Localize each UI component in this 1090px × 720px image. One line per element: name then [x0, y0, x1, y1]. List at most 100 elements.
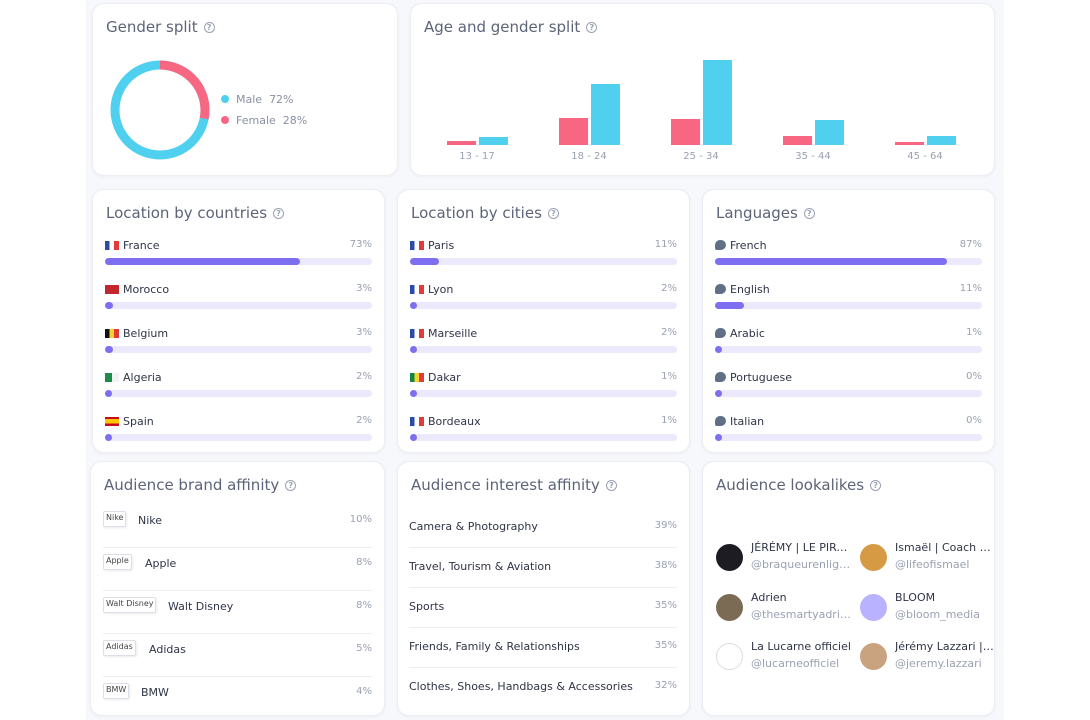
female-bar[interactable]	[447, 141, 476, 145]
progress-track	[105, 390, 372, 397]
account-name[interactable]: JÉRÉMY | LE PIRATE	[751, 541, 851, 554]
lookalike-account[interactable]: La Lucarne officiel @lucarneofficiel	[716, 636, 852, 676]
languages-percent: 11%	[959, 283, 982, 294]
help-icon[interactable]: ?	[586, 22, 598, 33]
progress-track	[105, 302, 372, 309]
interest-row[interactable]: Travel, Tourism & Aviation 38%	[409, 548, 677, 588]
male-bar[interactable]	[591, 83, 620, 145]
card-title: Audience lookalikes?	[716, 476, 882, 494]
speech-icon	[715, 416, 726, 426]
countries-row[interactable]: Spain 2%	[105, 415, 372, 445]
interest-name: Sports	[409, 600, 445, 613]
progress-track	[410, 434, 677, 441]
languages-row[interactable]: Italian 0%	[715, 415, 982, 445]
fr-flag-icon	[105, 241, 119, 250]
avatar[interactable]	[716, 643, 743, 670]
brand-row[interactable]: Adidas Adidas 5%	[103, 634, 372, 677]
female-bar[interactable]	[671, 118, 700, 145]
cities-row[interactable]: Lyon 2%	[410, 283, 677, 313]
interest-row[interactable]: Sports 35%	[409, 588, 677, 628]
speech-icon	[715, 240, 726, 250]
lookalike-account[interactable]: Ismaël | Coach Sportif @lifeofismael	[860, 537, 996, 577]
male-bar[interactable]	[815, 120, 844, 145]
progress-track	[410, 390, 677, 397]
countries-row[interactable]: Morocco 3%	[105, 283, 372, 313]
account-name[interactable]: Adrien	[751, 591, 787, 604]
interest-row[interactable]: Friends, Family & Relationships 35%	[409, 628, 677, 668]
cities-item: Marseille	[410, 327, 477, 340]
lookalike-account[interactable]: Jérémy Lazzari | Coach @jeremy.lazzari	[860, 636, 996, 676]
interest-percent: 38%	[654, 560, 677, 571]
female-bar[interactable]	[895, 142, 924, 145]
help-icon[interactable]: ?	[605, 480, 617, 491]
brand-row[interactable]: BMW BMW 4%	[103, 677, 372, 720]
avatar[interactable]	[716, 544, 743, 571]
cities-row[interactable]: Marseille 2%	[410, 327, 677, 357]
languages-row[interactable]: Arabic 1%	[715, 327, 982, 357]
account-handle[interactable]: @bloom_media	[895, 608, 980, 621]
lookalike-account[interactable]: Adrien @thesmartyadrien	[716, 587, 852, 627]
interest-name: Friends, Family & Relationships	[409, 640, 580, 653]
languages-row[interactable]: English 11%	[715, 283, 982, 313]
cities-row[interactable]: Dakar 1%	[410, 371, 677, 401]
cities-item: Bordeaux	[410, 415, 481, 428]
male-bar[interactable]	[703, 60, 732, 145]
help-icon[interactable]: ?	[285, 480, 297, 491]
countries-row[interactable]: Belgium 3%	[105, 327, 372, 357]
progress-fill	[715, 302, 745, 309]
countries-row[interactable]: France 73%	[105, 239, 372, 269]
languages-name: French	[730, 239, 767, 252]
brand-percent: 10%	[349, 514, 372, 525]
countries-row[interactable]: Algeria 2%	[105, 371, 372, 401]
account-handle[interactable]: @lifeofismael	[895, 558, 970, 571]
progress-fill	[105, 346, 113, 353]
cities-row[interactable]: Bordeaux 1%	[410, 415, 677, 445]
countries-name: Spain	[123, 415, 154, 428]
help-icon[interactable]: ?	[547, 208, 559, 219]
languages-percent: 87%	[959, 239, 982, 250]
brand-row[interactable]: Walt Disney Walt Disney 8%	[103, 591, 372, 634]
account-name[interactable]: Ismaël | Coach Sportif	[895, 541, 995, 554]
legend-male: Male 72%	[221, 93, 294, 106]
avatar[interactable]	[860, 544, 887, 571]
lookalike-account[interactable]: BLOOM @bloom_media	[860, 587, 996, 627]
cities-card: Location by cities? Paris 11% Lyon 2% Marsei…	[397, 189, 690, 453]
nike-logo-icon: Nike	[103, 511, 127, 527]
interest-percent: 35%	[654, 640, 677, 651]
female-bar[interactable]	[783, 135, 812, 145]
progress-fill	[105, 390, 112, 397]
fr-flag-icon	[410, 241, 424, 250]
avatar[interactable]	[860, 594, 887, 621]
progress-fill	[105, 302, 113, 309]
account-name[interactable]: Jérémy Lazzari | Coach	[895, 640, 995, 653]
account-handle[interactable]: @braqueurenligne	[751, 558, 851, 571]
account-handle[interactable]: @thesmartyadrien	[751, 608, 851, 621]
avatar[interactable]	[716, 594, 743, 621]
help-icon[interactable]: ?	[203, 22, 215, 33]
progress-track	[715, 346, 982, 353]
countries-percent: 3%	[356, 327, 372, 338]
account-handle[interactable]: @jeremy.lazzari	[895, 657, 982, 670]
brand-row[interactable]: Nike Nike 10%	[103, 505, 372, 548]
account-handle[interactable]: @lucarneofficiel	[751, 657, 840, 670]
languages-row[interactable]: French 87%	[715, 239, 982, 269]
male-bar[interactable]	[927, 135, 956, 145]
cities-row[interactable]: Paris 11%	[410, 239, 677, 269]
card-title: Gender split?	[106, 18, 215, 36]
interest-row[interactable]: Clothes, Shoes, Handbags & Accessories 32…	[409, 668, 677, 708]
female-donut-segment	[110, 60, 210, 160]
es-flag-icon	[105, 417, 119, 426]
languages-row[interactable]: Portuguese 0%	[715, 371, 982, 401]
help-icon[interactable]: ?	[273, 208, 285, 219]
avatar[interactable]	[860, 643, 887, 670]
interest-percent: 32%	[654, 680, 677, 691]
account-name[interactable]: La Lucarne officiel	[751, 640, 851, 653]
male-bar[interactable]	[479, 137, 508, 145]
female-bar[interactable]	[559, 117, 588, 145]
help-icon[interactable]: ?	[803, 208, 815, 219]
lookalike-account[interactable]: JÉRÉMY | LE PIRATE @braqueurenligne	[716, 537, 852, 577]
help-icon[interactable]: ?	[870, 480, 882, 491]
interest-row[interactable]: Camera & Photography 39%	[409, 508, 677, 548]
brand-row[interactable]: Apple Apple 8%	[103, 548, 372, 591]
account-name[interactable]: BLOOM	[895, 591, 936, 604]
